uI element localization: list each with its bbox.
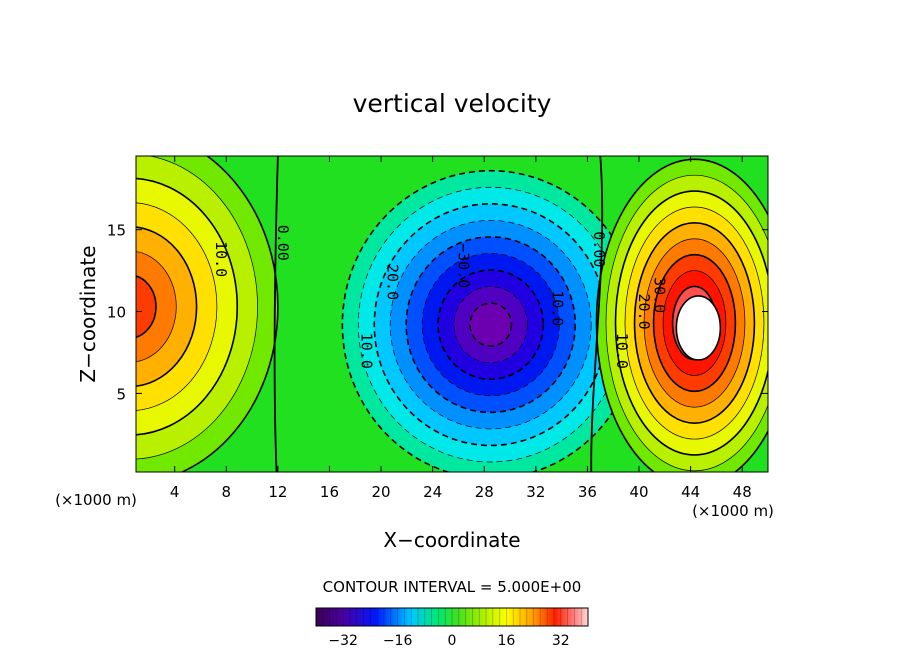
- colorbar-tick-label: −32: [328, 633, 358, 649]
- contour-label: 30.0: [650, 277, 668, 313]
- updraft-core: [675, 295, 722, 361]
- colorbar-tick-label: −16: [383, 633, 413, 649]
- contour-label: 0.00: [590, 231, 608, 267]
- chart-title: vertical velocity: [353, 89, 552, 118]
- colorbar-tick-label: 32: [552, 633, 570, 649]
- x-axis-label: X−coordinate: [383, 528, 520, 552]
- contour-label: 0.00: [274, 225, 292, 261]
- colorbar: [315, 607, 589, 627]
- x-unit-left: (×1000 m): [55, 491, 137, 509]
- y-tick-label: 5: [116, 385, 126, 403]
- colorbar-tick-label: 0: [448, 633, 457, 649]
- downdraft-contour-band: [469, 302, 513, 347]
- y-axis-label: Z−coordinate: [76, 245, 100, 382]
- x-axis: 4 8 12 16 20 24 28 32 36 40 44 48: [170, 156, 752, 501]
- colorbar-tick-label: 16: [497, 633, 515, 649]
- x-tick-label: 12: [268, 483, 287, 501]
- contour-label: −30.0: [454, 243, 472, 288]
- x-tick-label: 44: [681, 483, 700, 501]
- zero-contour-left: [273, 156, 279, 472]
- y-axis: 5 10 15: [107, 222, 768, 403]
- y-tick-label: 15: [107, 222, 126, 240]
- x-tick-label: 36: [578, 483, 597, 501]
- contour-label: 10.0: [613, 333, 631, 369]
- x-tick-label: 40: [629, 483, 648, 501]
- colorbar-ticks: −32 −16 0 16 32: [315, 608, 589, 649]
- contour-label: 10.0: [212, 241, 230, 277]
- contour-label: 10.0: [549, 290, 567, 326]
- x-tick-label: 48: [733, 483, 752, 501]
- plot-frame: [135, 155, 769, 473]
- x-tick-label: 8: [222, 483, 232, 501]
- zero-contour-right: [590, 156, 604, 472]
- x-tick-label: 32: [526, 483, 545, 501]
- x-tick-label: 24: [423, 483, 442, 501]
- x-tick-label: 28: [475, 483, 494, 501]
- x-tick-label: 4: [170, 483, 180, 501]
- x-tick-label: 20: [372, 483, 391, 501]
- contour-label: 20.0: [635, 293, 653, 329]
- contour-interval-text: CONTOUR INTERVAL = 5.000E+00: [323, 578, 582, 596]
- left-updraft-contour-band: [136, 275, 157, 338]
- x-tick-label: 16: [320, 483, 339, 501]
- y-tick-label: 10: [107, 304, 126, 322]
- contour-label: 10.0: [358, 333, 376, 369]
- contour-label: 20.0: [384, 264, 402, 300]
- x-unit-right: (×1000 m): [692, 502, 774, 520]
